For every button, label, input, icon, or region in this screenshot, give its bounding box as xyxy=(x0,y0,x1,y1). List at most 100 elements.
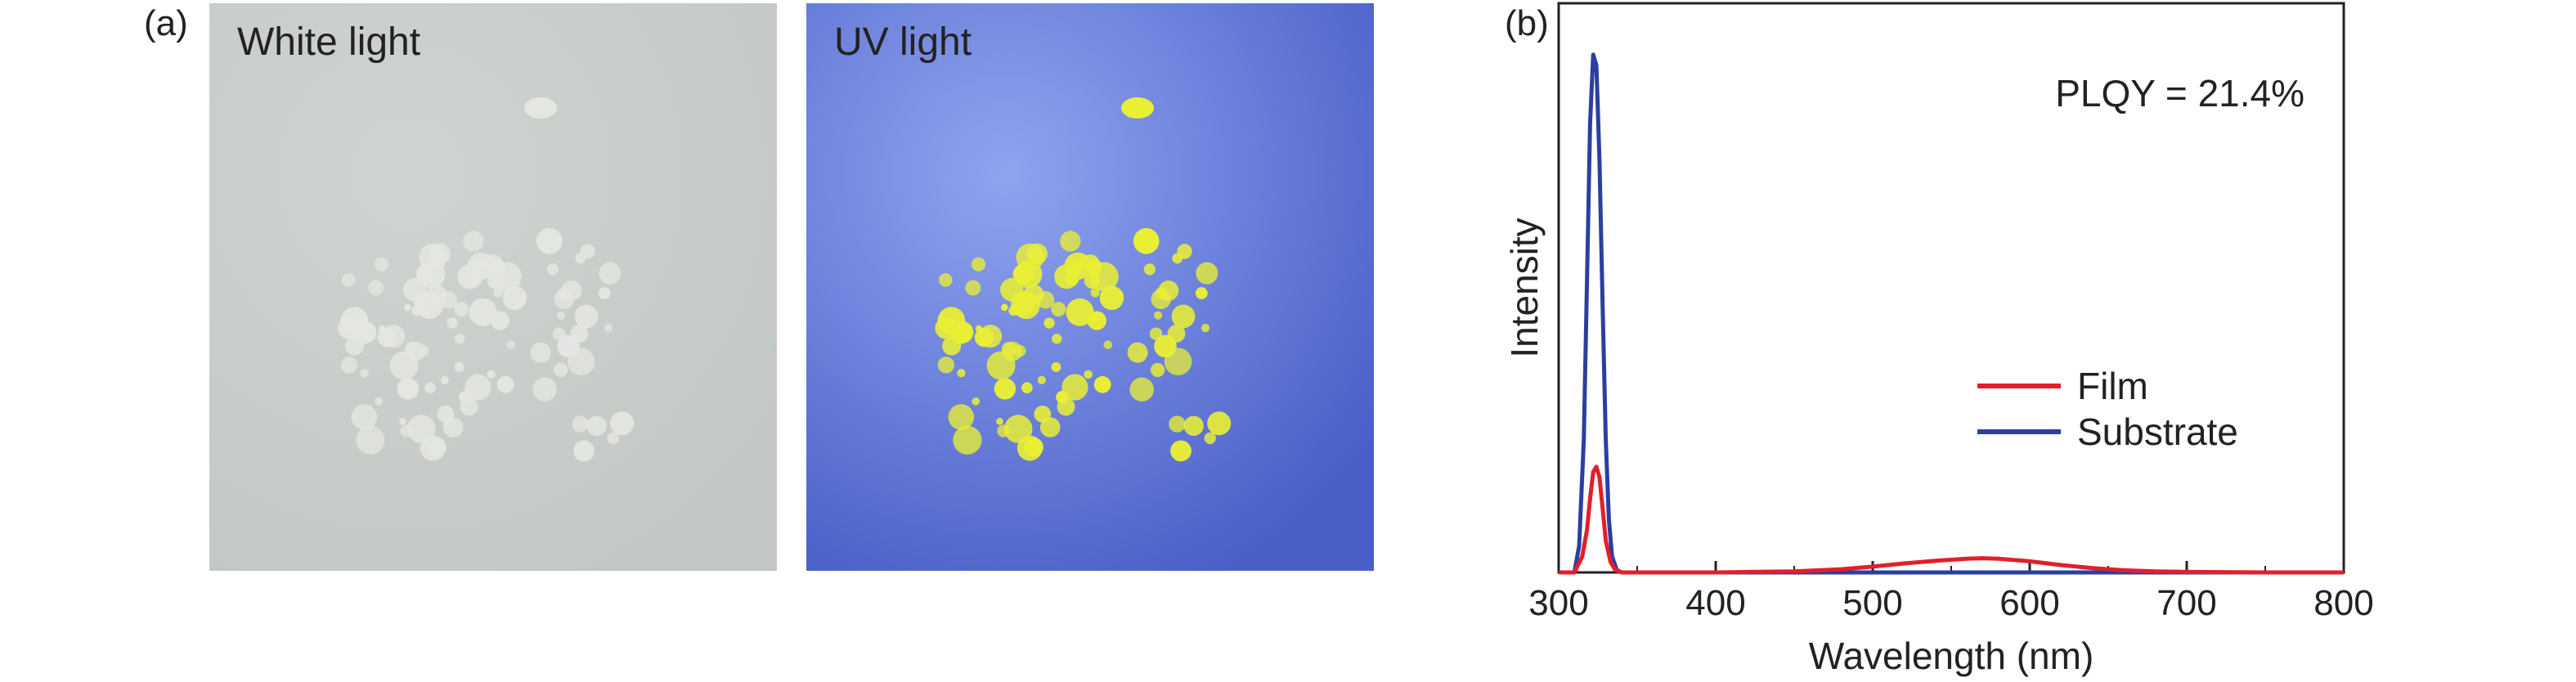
particle xyxy=(1066,298,1094,326)
particle xyxy=(604,323,613,333)
particle xyxy=(420,435,446,461)
particle xyxy=(553,362,568,378)
particle xyxy=(360,369,369,378)
particle xyxy=(1155,287,1168,299)
particle xyxy=(351,404,378,430)
particle xyxy=(586,415,607,436)
particle xyxy=(1016,435,1043,461)
particle xyxy=(1039,417,1061,437)
uv-light-caption: UV light xyxy=(834,20,972,64)
particle xyxy=(610,411,635,436)
particle xyxy=(1172,253,1183,264)
particle xyxy=(417,344,429,357)
particle xyxy=(437,406,455,423)
particle xyxy=(1099,285,1124,310)
particle xyxy=(1183,415,1204,436)
particle xyxy=(1061,374,1088,401)
particle xyxy=(424,382,436,394)
particle xyxy=(1000,278,1024,302)
particle xyxy=(1023,284,1044,305)
particle xyxy=(460,397,478,416)
particle xyxy=(1143,263,1156,276)
particle xyxy=(342,273,356,287)
particle xyxy=(524,97,557,119)
particle xyxy=(454,361,464,372)
particle xyxy=(1001,303,1008,312)
particle xyxy=(440,375,449,384)
particle xyxy=(573,440,595,462)
x-tick-label: 300 xyxy=(1528,583,1588,623)
particle xyxy=(484,254,503,272)
particle xyxy=(530,342,551,363)
particle xyxy=(1051,302,1066,317)
particle xyxy=(598,287,611,299)
y-axis-title: Intensity xyxy=(1503,218,1546,357)
particle xyxy=(965,280,981,296)
particle xyxy=(1121,97,1154,119)
particle xyxy=(950,325,971,344)
particle xyxy=(487,370,496,379)
particle xyxy=(957,369,966,378)
particle xyxy=(1060,231,1081,252)
x-axis-title: Wavelength (nm) xyxy=(1809,635,2094,677)
particle xyxy=(575,253,586,264)
particle xyxy=(353,325,374,344)
particle xyxy=(403,278,427,302)
x-tick-label: 800 xyxy=(2313,583,2373,623)
particle xyxy=(399,417,406,425)
particle xyxy=(406,415,436,443)
particle xyxy=(558,287,571,299)
particle xyxy=(1081,254,1100,272)
particle xyxy=(574,304,599,329)
legend-label-film: Film xyxy=(2077,365,2148,407)
particle xyxy=(1150,362,1165,378)
particle xyxy=(972,397,981,406)
white-light-photo xyxy=(209,3,777,571)
panel-b-label: (b) xyxy=(1505,3,1549,43)
particle xyxy=(536,228,563,254)
particle xyxy=(994,378,1016,400)
particle xyxy=(1200,323,1210,333)
particle-cluster xyxy=(338,97,635,462)
particle xyxy=(607,432,619,445)
plqy-annotation: PLQY = 21.4% xyxy=(2055,72,2304,114)
x-tick-label: 500 xyxy=(1842,583,1902,623)
particle xyxy=(971,257,986,271)
particle xyxy=(1037,375,1046,384)
particle xyxy=(1204,432,1216,445)
particle xyxy=(1043,317,1055,329)
particle xyxy=(1026,243,1048,265)
particle xyxy=(1195,287,1208,299)
particle xyxy=(1090,288,1100,298)
particle xyxy=(939,273,953,287)
particle xyxy=(599,262,622,285)
particle xyxy=(567,348,595,376)
particle xyxy=(340,357,358,374)
particle xyxy=(1133,228,1160,254)
particle xyxy=(1196,262,1218,285)
particle xyxy=(426,284,447,305)
particle xyxy=(356,425,385,455)
particle xyxy=(454,302,469,317)
particle xyxy=(948,404,975,430)
particle xyxy=(1170,440,1192,462)
particle xyxy=(490,311,509,330)
white-light-caption: White light xyxy=(237,20,421,64)
particle xyxy=(382,325,406,348)
particle xyxy=(532,377,557,402)
x-tick-label: 400 xyxy=(1685,583,1745,623)
particle xyxy=(455,334,465,344)
particle xyxy=(953,425,982,455)
legend-label-substrate: Substrate xyxy=(2077,411,2238,453)
particle xyxy=(1034,406,1052,423)
particle xyxy=(1052,334,1062,344)
series-line-film xyxy=(1559,464,2344,575)
particle xyxy=(496,375,514,393)
particle xyxy=(374,257,389,271)
particle xyxy=(1093,375,1111,393)
particle xyxy=(1084,370,1093,379)
particle xyxy=(1171,304,1196,329)
particle xyxy=(506,340,516,350)
panel-a-label: (a) xyxy=(144,3,188,43)
particle xyxy=(1087,311,1106,330)
